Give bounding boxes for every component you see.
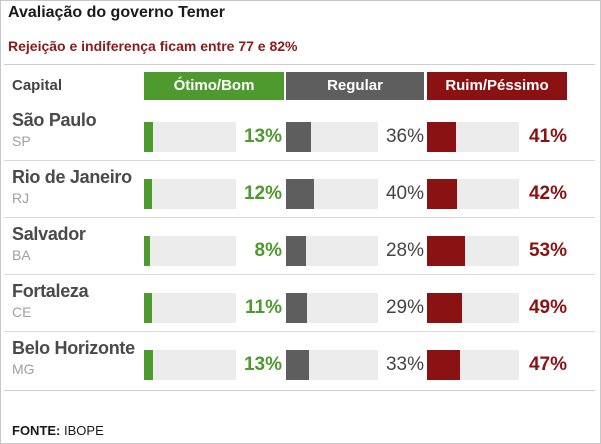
- value-label-otimo: 13%: [243, 354, 282, 375]
- value-label-regular: 40%: [385, 183, 424, 204]
- chart-subtitle: Rejeição e indiferença ficam entre 77 e …: [8, 38, 298, 54]
- bar-regular: [286, 122, 311, 152]
- divider: [4, 390, 595, 391]
- table-row: São Paulo SP 13% 36% 41%: [0, 110, 601, 166]
- value-label-ruim: 49%: [528, 297, 567, 318]
- source-label: FONTE:: [12, 423, 61, 438]
- city-name: Rio de Janeiro: [12, 167, 132, 187]
- bar-otimo: [144, 350, 153, 380]
- bar-track-otimo: [144, 236, 236, 266]
- value-label-regular: 28%: [385, 240, 424, 261]
- value-label-regular: 36%: [385, 126, 424, 147]
- bar-regular: [286, 293, 307, 323]
- value-label-regular: 29%: [385, 297, 424, 318]
- bar-track-otimo: [144, 350, 236, 380]
- row-divider: [4, 331, 595, 332]
- table-row: Rio de Janeiro RJ 12% 40% 42%: [0, 167, 601, 223]
- bar-otimo: [144, 293, 152, 323]
- state-code: RJ: [12, 190, 30, 206]
- bar-track-otimo: [144, 179, 236, 209]
- bar-ruim: [427, 179, 457, 209]
- value-label-ruim: 42%: [528, 183, 567, 204]
- table-row: Salvador BA 8% 28% 53%: [0, 224, 601, 280]
- bar-regular: [286, 236, 306, 266]
- row-divider: [4, 217, 595, 218]
- divider: [4, 64, 595, 65]
- table-row: Belo Horizonte MG 13% 33% 47%: [0, 338, 601, 394]
- bar-regular: [286, 350, 309, 380]
- row-divider: [4, 160, 595, 161]
- city-name: Fortaleza: [12, 281, 89, 301]
- bar-track-ruim: [427, 179, 519, 209]
- bar-track-ruim: [427, 122, 519, 152]
- table-row: Fortaleza CE 11% 29% 49%: [0, 281, 601, 337]
- source-name: IBOPE: [64, 423, 104, 438]
- city-name: Belo Horizonte: [12, 338, 135, 358]
- header-regular: Regular: [286, 72, 424, 100]
- header-otimo-bom: Ótimo/Bom: [144, 72, 284, 100]
- state-code: MG: [12, 361, 35, 377]
- chart-title: Avaliação do governo Temer: [8, 4, 225, 21]
- value-label-otimo: 13%: [243, 126, 282, 147]
- value-label-ruim: 47%: [528, 354, 567, 375]
- bar-track-otimo: [144, 122, 236, 152]
- value-label-regular: 33%: [385, 354, 424, 375]
- bar-track-ruim: [427, 293, 519, 323]
- bar-track-regular: [286, 350, 378, 380]
- value-label-otimo: 12%: [243, 183, 282, 204]
- bar-track-ruim: [427, 236, 519, 266]
- state-code: SP: [12, 133, 31, 149]
- bar-track-regular: [286, 293, 378, 323]
- bar-track-ruim: [427, 350, 519, 380]
- bar-track-regular: [286, 122, 378, 152]
- row-divider: [4, 274, 595, 275]
- bar-track-otimo: [144, 293, 236, 323]
- bar-otimo: [144, 179, 152, 209]
- bar-ruim: [427, 122, 456, 152]
- bar-ruim: [427, 236, 465, 266]
- value-label-ruim: 53%: [528, 240, 567, 261]
- value-label-otimo: 11%: [245, 297, 282, 318]
- value-label-otimo: 8%: [254, 240, 282, 261]
- bar-ruim: [427, 350, 460, 380]
- city-name: São Paulo: [12, 110, 97, 130]
- bar-track-regular: [286, 179, 378, 209]
- state-code: BA: [12, 247, 31, 263]
- bar-otimo: [144, 236, 150, 266]
- header-ruim-pessimo: Ruim/Péssimo: [427, 72, 567, 100]
- source-note: FONTE: IBOPE: [12, 423, 104, 438]
- city-name: Salvador: [12, 224, 86, 244]
- header-capital: Capital: [12, 77, 63, 94]
- state-code: CE: [12, 304, 32, 320]
- bar-regular: [286, 179, 314, 209]
- bar-ruim: [427, 293, 462, 323]
- bar-track-regular: [286, 236, 378, 266]
- value-label-ruim: 41%: [528, 126, 567, 147]
- bar-otimo: [144, 122, 153, 152]
